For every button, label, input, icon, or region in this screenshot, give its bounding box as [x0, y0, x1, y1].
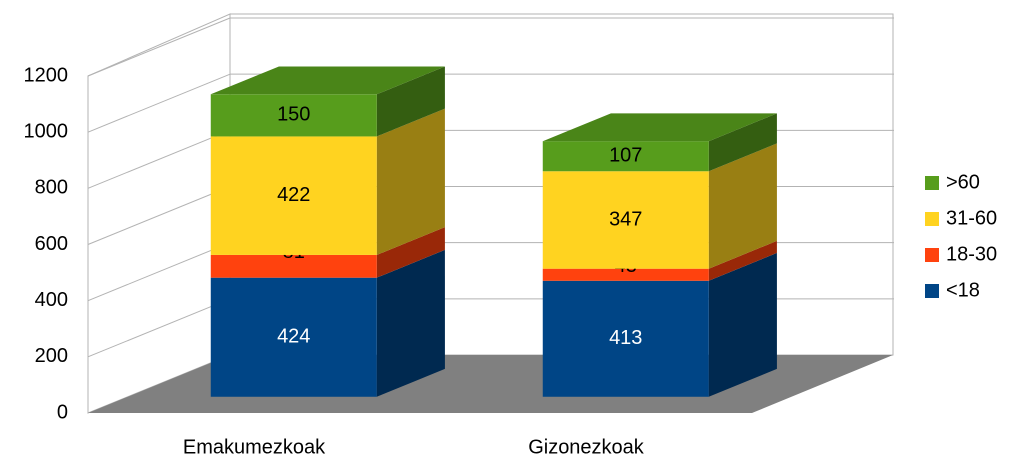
- bar: [210, 94, 377, 137]
- x-tick-label: Emakumezkoak: [183, 436, 326, 458]
- y-tick-label: 600: [35, 233, 68, 255]
- y-tick-label: 400: [35, 289, 68, 311]
- grid-line: [87, 17, 231, 77]
- bar: [542, 280, 709, 397]
- y-tick-label: 0: [57, 401, 68, 423]
- left-wall: [87, 13, 231, 414]
- legend-label: <18: [946, 279, 980, 301]
- bar-side: [708, 113, 777, 172]
- bar-side: [708, 240, 777, 281]
- grid-line: [87, 186, 231, 245]
- y-tick-label: 1000: [24, 120, 69, 142]
- legend-swatch: [925, 176, 939, 190]
- bar: [542, 141, 709, 172]
- bar: [210, 254, 377, 278]
- bar-side: [708, 252, 777, 397]
- bar-top: [542, 113, 777, 142]
- data-label: 413: [609, 327, 642, 349]
- bar-side: [708, 143, 777, 269]
- data-label: 150: [277, 104, 310, 126]
- grid-line: [87, 242, 231, 302]
- bar-side: [376, 249, 445, 397]
- bar-top: [210, 66, 445, 95]
- bar-side: [376, 227, 445, 278]
- data-label: 347: [609, 208, 642, 230]
- legend-label: >60: [946, 171, 980, 193]
- data-label: 424: [277, 326, 310, 348]
- legend-label: 31-60: [946, 207, 997, 229]
- y-tick-label: 1200: [24, 64, 69, 86]
- bar: [542, 171, 709, 269]
- legend-swatch: [925, 284, 939, 298]
- x-tick-label: Gizonezkoak: [528, 436, 645, 458]
- data-label: 422: [277, 184, 310, 206]
- data-label: 107: [609, 145, 642, 167]
- legend-swatch: [925, 212, 939, 226]
- bar-side: [376, 66, 445, 137]
- legend-label: 18-30: [946, 243, 997, 265]
- bar: [210, 136, 377, 255]
- bar: [210, 277, 377, 397]
- y-tick-label: 800: [35, 177, 68, 199]
- bar-side: [376, 108, 445, 255]
- grid-line: [87, 73, 231, 133]
- grid-line: [87, 129, 231, 189]
- grid-line: [87, 298, 231, 358]
- bar: [542, 268, 709, 281]
- legend-swatch: [925, 248, 939, 262]
- y-tick-label: 200: [35, 345, 68, 367]
